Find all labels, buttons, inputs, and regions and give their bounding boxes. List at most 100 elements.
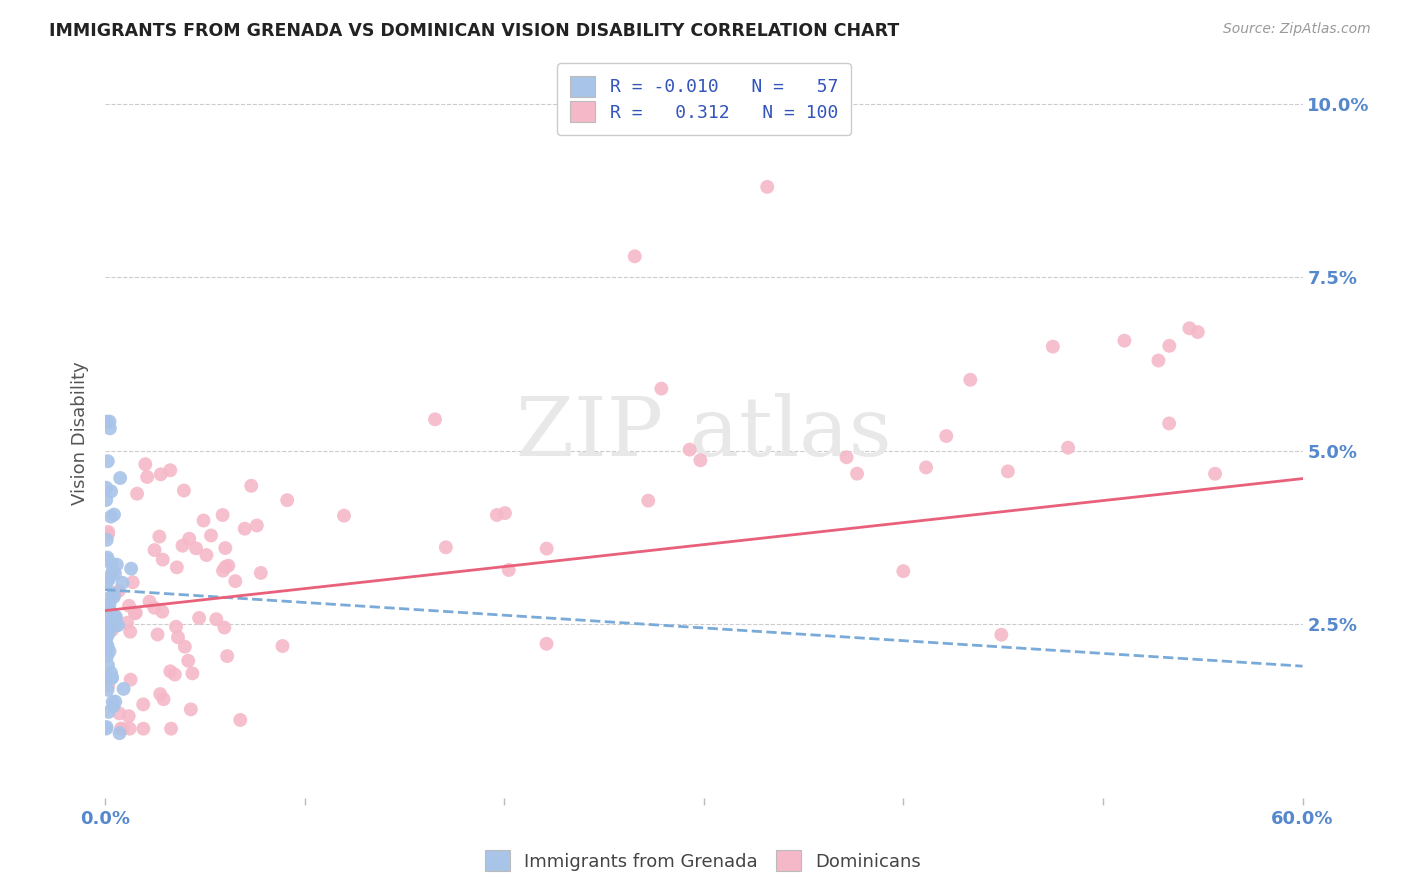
Point bbox=[184, 541, 207, 556]
Point bbox=[100, 607, 122, 622]
Point bbox=[229, 713, 252, 727]
Point bbox=[959, 373, 981, 387]
Point bbox=[97, 454, 120, 468]
Point bbox=[146, 627, 169, 641]
Point bbox=[1159, 339, 1181, 353]
Point bbox=[103, 699, 125, 714]
Point bbox=[173, 640, 195, 654]
Point bbox=[935, 429, 957, 443]
Point bbox=[180, 702, 202, 716]
Point bbox=[195, 548, 218, 562]
Point bbox=[494, 506, 516, 520]
Point bbox=[103, 590, 125, 604]
Point bbox=[1042, 340, 1064, 354]
Legend: R = -0.010   N =   57, R =   0.312   N = 100: R = -0.010 N = 57, R = 0.312 N = 100 bbox=[557, 63, 851, 135]
Point bbox=[1178, 321, 1201, 335]
Point bbox=[100, 484, 122, 499]
Point bbox=[138, 595, 160, 609]
Point bbox=[143, 543, 166, 558]
Point bbox=[98, 415, 121, 429]
Point bbox=[212, 564, 235, 578]
Point bbox=[108, 706, 131, 721]
Point bbox=[107, 618, 129, 632]
Legend: Immigrants from Grenada, Dominicans: Immigrants from Grenada, Dominicans bbox=[478, 843, 928, 879]
Point bbox=[233, 522, 256, 536]
Point bbox=[240, 479, 263, 493]
Point bbox=[536, 541, 558, 556]
Point bbox=[101, 564, 124, 578]
Point bbox=[159, 463, 181, 477]
Point bbox=[96, 648, 118, 663]
Point bbox=[96, 639, 118, 653]
Point bbox=[1057, 441, 1080, 455]
Point bbox=[125, 486, 148, 500]
Point bbox=[100, 568, 122, 582]
Point bbox=[98, 644, 121, 658]
Text: IMMIGRANTS FROM GRENADA VS DOMINICAN VISION DISABILITY CORRELATION CHART: IMMIGRANTS FROM GRENADA VS DOMINICAN VIS… bbox=[49, 22, 900, 40]
Point bbox=[96, 577, 118, 591]
Point bbox=[96, 550, 118, 565]
Point bbox=[167, 630, 190, 644]
Point bbox=[214, 559, 236, 574]
Point bbox=[177, 654, 200, 668]
Point bbox=[132, 698, 155, 712]
Point bbox=[200, 528, 222, 542]
Point bbox=[249, 566, 271, 580]
Point bbox=[205, 612, 228, 626]
Point bbox=[105, 558, 128, 572]
Point bbox=[689, 453, 711, 467]
Point bbox=[96, 573, 118, 587]
Point bbox=[121, 575, 143, 590]
Point bbox=[756, 179, 779, 194]
Point bbox=[118, 722, 141, 736]
Point bbox=[179, 532, 201, 546]
Point bbox=[134, 457, 156, 471]
Point bbox=[124, 607, 146, 621]
Point bbox=[120, 673, 142, 687]
Point bbox=[276, 493, 298, 508]
Point bbox=[679, 442, 702, 457]
Point bbox=[97, 705, 120, 719]
Text: ZIP atlas: ZIP atlas bbox=[516, 393, 891, 474]
Point bbox=[160, 722, 183, 736]
Point bbox=[97, 627, 120, 641]
Point bbox=[846, 467, 869, 481]
Point bbox=[224, 574, 246, 589]
Point bbox=[96, 415, 118, 429]
Point bbox=[188, 611, 211, 625]
Point bbox=[915, 460, 938, 475]
Point bbox=[159, 665, 181, 679]
Point bbox=[96, 612, 118, 626]
Point bbox=[536, 637, 558, 651]
Point bbox=[96, 638, 118, 652]
Point bbox=[111, 575, 134, 590]
Point bbox=[152, 552, 174, 566]
Point bbox=[98, 591, 121, 606]
Point bbox=[118, 599, 141, 613]
Point bbox=[136, 470, 159, 484]
Point bbox=[100, 620, 122, 634]
Point bbox=[98, 421, 121, 435]
Point bbox=[166, 560, 188, 574]
Point bbox=[217, 558, 239, 573]
Point bbox=[193, 514, 215, 528]
Point bbox=[165, 620, 187, 634]
Point bbox=[96, 720, 118, 734]
Point bbox=[217, 649, 239, 664]
Point bbox=[149, 467, 172, 482]
Point bbox=[181, 666, 204, 681]
Point bbox=[152, 692, 174, 706]
Point bbox=[104, 587, 127, 601]
Point bbox=[96, 722, 118, 736]
Point bbox=[835, 450, 858, 465]
Point bbox=[112, 681, 135, 696]
Point bbox=[163, 667, 186, 681]
Point bbox=[108, 471, 131, 485]
Point bbox=[214, 620, 236, 634]
Point bbox=[150, 605, 173, 619]
Point bbox=[97, 672, 120, 686]
Point bbox=[246, 518, 269, 533]
Point bbox=[101, 623, 124, 637]
Point bbox=[96, 642, 118, 657]
Point bbox=[104, 566, 127, 581]
